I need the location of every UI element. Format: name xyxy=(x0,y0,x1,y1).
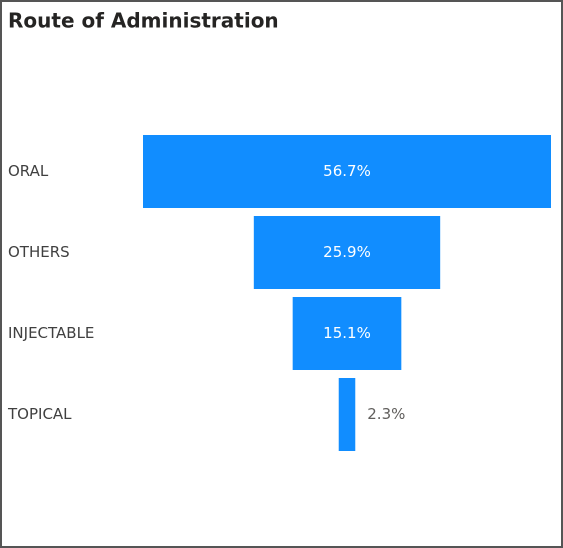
category-label: OTHERS xyxy=(8,243,70,261)
funnel-bar xyxy=(143,135,551,208)
category-label: ORAL xyxy=(8,162,49,180)
data-label: 2.3% xyxy=(367,405,405,423)
funnel-bar xyxy=(253,216,441,289)
data-label: 56.7% xyxy=(323,162,371,180)
funnel-bar xyxy=(292,297,402,370)
data-label: 15.1% xyxy=(323,324,371,342)
category-label: INJECTABLE xyxy=(8,324,94,342)
data-label: 25.9% xyxy=(323,243,371,261)
funnel-bar xyxy=(338,378,356,451)
chart-title: Route of Administration xyxy=(8,9,279,33)
category-label: TOPICAL xyxy=(7,405,72,423)
